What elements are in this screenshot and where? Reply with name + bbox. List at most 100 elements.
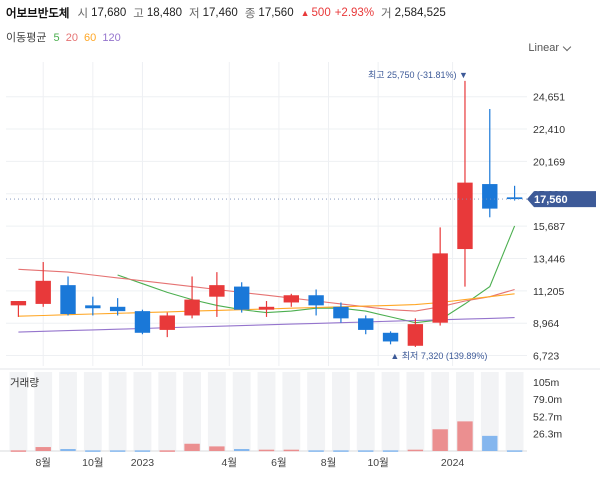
volume-tick-label: 79.0m [533, 394, 562, 406]
volume-bar [60, 449, 76, 451]
volume-column-bg [59, 372, 77, 451]
x-tick-label: 4월 [222, 457, 238, 469]
candle-body [184, 299, 200, 316]
volume-column-bg [381, 372, 400, 451]
volume-label: 거 [381, 8, 392, 20]
candle-body [209, 285, 225, 297]
volume-bar [159, 450, 175, 452]
price-tick-label: 24,651 [533, 92, 565, 104]
volume-bar [209, 446, 225, 451]
last-price-label: 17,560 [534, 194, 568, 206]
volume-tick-label: 52.7m [533, 411, 562, 423]
x-tick-label: 10월 [82, 457, 103, 469]
grid [0, 62, 600, 452]
volume-column-bg [158, 372, 177, 451]
volume-column-bg [83, 372, 102, 451]
price-tick-label: 6,723 [533, 351, 559, 363]
volume-column-bg [232, 372, 251, 451]
volume-bar [457, 421, 473, 451]
volume-bar [358, 450, 374, 452]
ma-20-legend: 20 [65, 32, 78, 44]
scale-selector[interactable]: Linear [528, 42, 572, 54]
ma-60-legend: 60 [84, 32, 97, 44]
annotations: 최고 25,750 (-31.81%) ▼ ▲ 최저 7,320 (139.89%… [6, 70, 596, 361]
volume-column-bg [307, 372, 326, 451]
volume-column-bg [505, 372, 524, 451]
candle-body [233, 286, 250, 310]
volume-column-bg [9, 372, 28, 451]
candle-body [159, 315, 175, 330]
volume-tick-label: 105m [533, 377, 560, 389]
candle-body [482, 184, 498, 209]
open-label: 시 [77, 8, 89, 20]
change-value: 500 [311, 7, 331, 19]
low-annotation: ▲ 최저 7,320 (139.89%) [390, 351, 487, 361]
volume-column-bg [406, 372, 425, 451]
candle-body [109, 306, 126, 312]
volume-bar [35, 447, 51, 451]
volume-bar [333, 450, 349, 452]
axes: 8월 10월 2023 4월 6월 8월 10월 2024 24,651 22,410 20,169… [10, 92, 565, 469]
volume-bar [134, 450, 151, 452]
close-label: 종 [244, 8, 256, 20]
volume-bars [10, 421, 523, 452]
close-value: 17,560 [258, 7, 294, 19]
volume-bar [258, 449, 275, 452]
volume-column-bg [331, 372, 350, 451]
volume-column-bg [282, 372, 301, 451]
open-value: 17,680 [91, 7, 127, 19]
price-tick-label: 11,205 [533, 286, 564, 298]
ma-120-legend: 120 [102, 32, 121, 44]
moving-average-legend[interactable]: 이동평균 5 20 60 120 [6, 29, 121, 45]
x-tick-label: 2023 [131, 457, 155, 469]
volume-bar [184, 443, 200, 451]
scale-label: Linear [528, 42, 559, 54]
candle-body [283, 295, 300, 303]
volume-bar [233, 449, 250, 451]
x-tick-label: 8월 [321, 457, 337, 469]
candle-body [358, 318, 374, 330]
volume-bar [10, 450, 27, 452]
candle-body [258, 306, 275, 310]
price-tick-label: 15,687 [533, 221, 565, 233]
candle-body [308, 295, 324, 306]
candle-body [60, 285, 76, 315]
volume-column-bg [183, 372, 202, 451]
volume-axis-label: 거래량 [10, 377, 39, 389]
volume-bar [432, 429, 448, 451]
volume-value: 2,584,525 [394, 7, 446, 19]
volume-column-bg [356, 372, 375, 451]
candle-body [506, 197, 523, 200]
ticker-header: 어보브반도체 시 17,680 고 18,480 저 17,460 종 17,5… [6, 4, 453, 22]
candle-body [10, 301, 27, 306]
last-price-tag [527, 191, 596, 208]
volume-tick-label: 26.3m [533, 429, 562, 441]
volume-bar [308, 450, 324, 452]
price-tick-label: 8,964 [533, 318, 559, 330]
candle-body [457, 182, 473, 250]
low-label: 저 [189, 8, 200, 20]
volume-column-bg [34, 372, 53, 451]
ma-5-legend: 5 [53, 32, 60, 44]
volume-bar [283, 449, 300, 452]
x-tick-label: 10월 [367, 457, 388, 469]
candle-body [432, 253, 448, 323]
low-value: 17,460 [202, 7, 238, 19]
x-tick-label: 2024 [441, 457, 465, 469]
change-percent: +2.93% [334, 7, 375, 19]
volume-bar [506, 450, 523, 452]
change-up-arrow-icon: ▲ [300, 8, 310, 18]
volume-column-bg [207, 372, 226, 451]
high-value: 18,480 [146, 7, 183, 19]
candle-body [134, 311, 151, 333]
volume-column-bg [257, 372, 276, 451]
volume-bar [85, 450, 101, 452]
high-annotation: 최고 25,750 (-31.81%) ▼ [368, 70, 468, 80]
x-tick-label: 6월 [271, 457, 287, 469]
volume-column-bg [133, 372, 152, 451]
x-tick-label: 8월 [35, 457, 51, 469]
ma-120-line [18, 317, 515, 333]
price-tick-label: 22,410 [533, 124, 565, 136]
stock-name: 어보브반도체 [6, 8, 70, 20]
